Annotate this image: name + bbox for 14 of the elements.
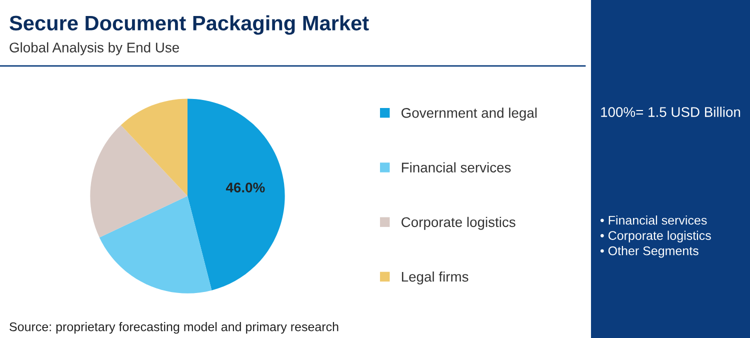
pie-slice <box>120 98 188 196</box>
text: 100%= 1.5 USD Billion <box>601 106 740 117</box>
chart-subtitle: Global Analysis by End Use <box>10 42 179 56</box>
text: • Financial services • Corporate logistics • Other Segments <box>600 216 711 258</box>
legend-label: Legal firms <box>402 271 468 284</box>
legend-label: Government and legal <box>402 108 537 121</box>
pie-slice <box>99 196 212 294</box>
pie-slice <box>90 125 188 238</box>
legend-label: Financial services <box>402 162 511 172</box>
pie-slice <box>188 98 285 290</box>
chart-title: Secure Document Packaging Market <box>10 15 369 35</box>
source-note: Source: proprietary forecasting model and primary research <box>10 322 338 334</box>
data-label: 46.0% <box>226 182 265 192</box>
legend-label: Corporate logistics <box>402 216 516 230</box>
